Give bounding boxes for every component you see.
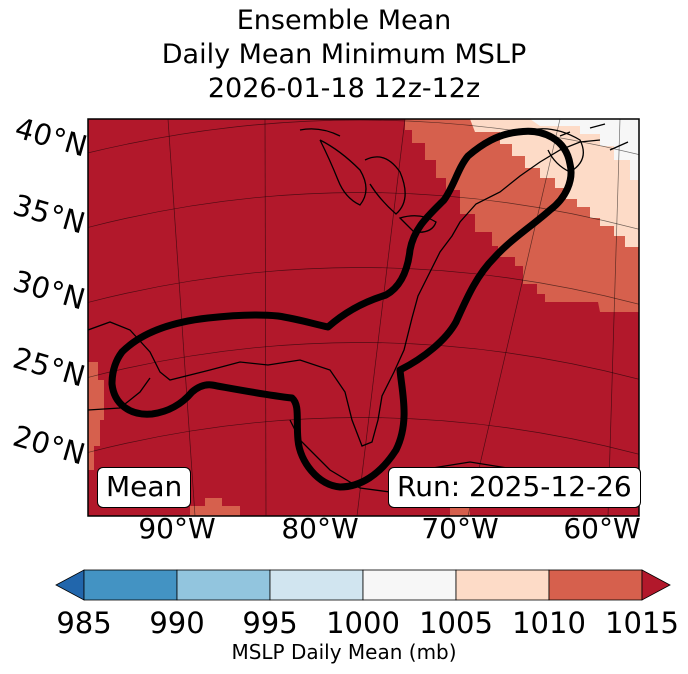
run-label-box: Run: 2025-12-26 <box>388 467 641 508</box>
lon-label-80w: 80°W <box>281 512 359 545</box>
colorbar-extend-low <box>55 569 85 601</box>
colorbar-bin-990-995 <box>176 569 271 601</box>
lon-label-70w: 70°W <box>421 512 499 545</box>
colorbar <box>55 569 671 601</box>
pressure-field-1000 <box>530 119 639 180</box>
title-line-1: Ensemble Mean <box>236 5 452 36</box>
pressure-field-1005 <box>470 119 639 247</box>
colorbar-label: MSLP Daily Mean (mb) <box>231 640 457 664</box>
colorbar-bin-995-1000 <box>269 569 364 601</box>
title-line-2: Daily Mean Minimum MSLP <box>161 39 527 70</box>
lon-label-90w: 90°W <box>138 512 216 545</box>
colorbar-tick-1005: 1005 <box>419 606 493 640</box>
colorbar-extend-high <box>641 569 671 601</box>
colorbar-bin-1000-1005 <box>362 569 457 601</box>
colorbar-bin-1005-1010 <box>455 569 550 601</box>
colorbar-tick-995: 995 <box>242 606 298 640</box>
probability-contour <box>108 127 575 491</box>
title-line-3: 2026-01-18 12z-12z <box>207 73 481 104</box>
colorbar-tick-990: 990 <box>149 606 205 640</box>
lon-label-60w: 60°W <box>563 512 641 545</box>
graticule <box>88 119 639 516</box>
map-frame <box>87 118 640 517</box>
map-panel <box>88 119 639 516</box>
chart-title: Ensemble Mean Daily Mean Minimum MSLP 20… <box>0 4 688 106</box>
colorbar-tick-1000: 1000 <box>326 606 400 640</box>
colorbar-bin-985-990 <box>83 569 178 601</box>
colorbar-bin-1010-1015 <box>548 569 643 601</box>
pressure-field-edge-s <box>190 498 240 516</box>
mean-label-box: Mean <box>97 467 192 508</box>
colorbar-tick-1010: 1010 <box>512 606 586 640</box>
colorbar-tick-1015: 1015 <box>605 606 679 640</box>
colorbar-tick-985: 985 <box>56 606 112 640</box>
pressure-field-edge-sw <box>88 362 104 470</box>
